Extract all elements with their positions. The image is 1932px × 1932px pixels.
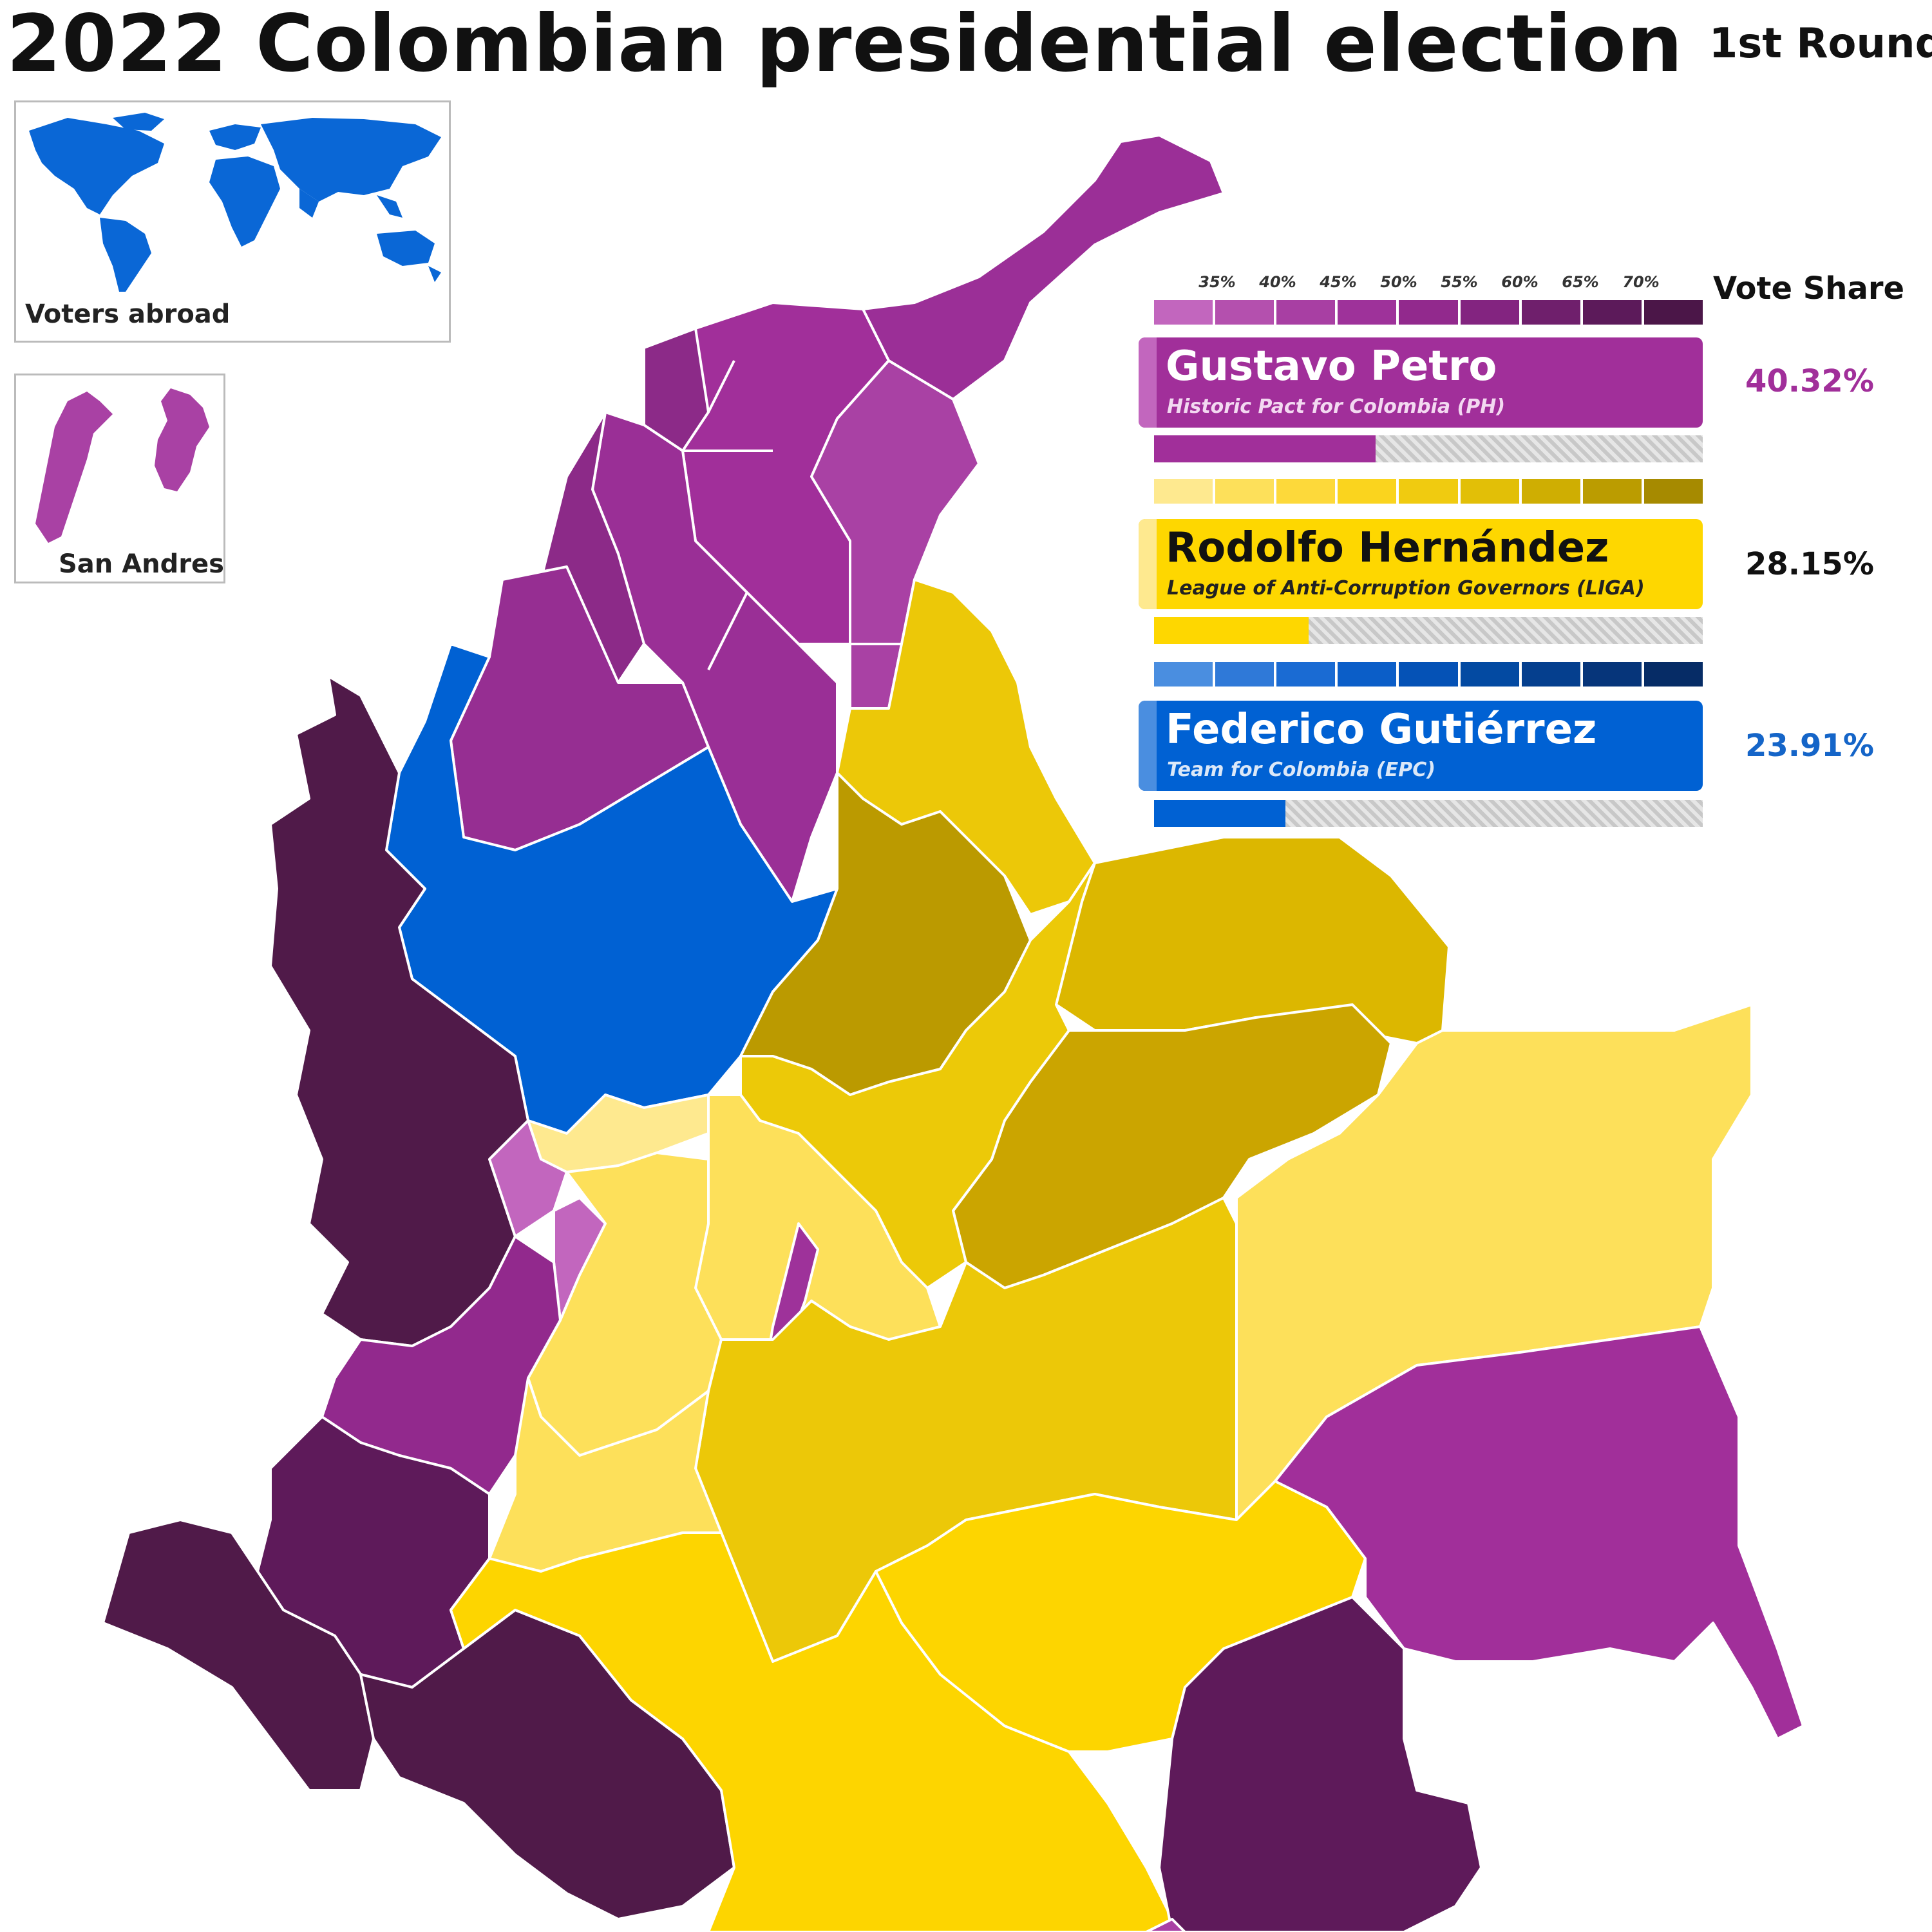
- region-caqueta: [450, 1531, 1173, 1932]
- hernandez-accent: [1139, 519, 1157, 609]
- legend-tick: 45%: [1320, 273, 1357, 291]
- region-vaupes: [1158, 1596, 1482, 1932]
- petro-vote-share: 40.32%: [1745, 363, 1874, 399]
- ramp-swatch: [1338, 662, 1397, 687]
- hernandez-color-ramp: [1154, 479, 1703, 504]
- legend-tick: 40%: [1259, 273, 1296, 291]
- hernandez-name: Rodolfo Hernández: [1166, 524, 1609, 572]
- legend-tick: 70%: [1622, 273, 1660, 291]
- ramp-swatch: [1154, 300, 1213, 325]
- legend-tick: 55%: [1441, 273, 1478, 291]
- gutierrez-share-bar: [1154, 800, 1703, 827]
- region-amazonas: [1145, 1918, 1186, 1932]
- legend-tick: 65%: [1562, 273, 1599, 291]
- hernandez-party: League of Anti-Corruption Governors (LIG…: [1167, 577, 1645, 600]
- ramp-swatch: [1399, 300, 1458, 325]
- ramp-swatch: [1521, 662, 1580, 687]
- region-arauca: [1055, 836, 1450, 1045]
- voters-abroad-label: Voters abroad: [25, 299, 231, 329]
- legend-tick: 35%: [1198, 273, 1236, 291]
- voters-abroad-inset: Voters abroad: [14, 100, 451, 343]
- ramp-swatch: [1276, 300, 1336, 325]
- petro-party: Historic Pact for Colombia (PH): [1167, 395, 1506, 418]
- gutierrez-share-bar-fill: [1154, 800, 1285, 827]
- gutierrez-name: Federico Gutiérrez: [1166, 706, 1597, 753]
- hernandez-vote-share: 28.15%: [1745, 546, 1874, 582]
- region-guainia: [1274, 1325, 1804, 1740]
- ramp-swatch: [1338, 300, 1397, 325]
- petro-accent: [1139, 337, 1157, 428]
- region-norte-santander: [836, 578, 1096, 916]
- ramp-swatch: [1154, 662, 1213, 687]
- ramp-swatch: [1643, 300, 1703, 325]
- gutierrez-candidate-box: Federico Gutiérrez Team for Colombia (EP…: [1139, 701, 1703, 791]
- san-andres-label: San Andres: [59, 549, 224, 579]
- legend-tick: 60%: [1501, 273, 1539, 291]
- ramp-swatch: [1276, 662, 1336, 687]
- ramp-swatch: [1215, 300, 1274, 325]
- hernandez-share-bar: [1154, 617, 1703, 644]
- ramp-swatch: [1460, 479, 1519, 504]
- ramp-swatch: [1582, 479, 1642, 504]
- petro-candidate-box: Gustavo Petro Historic Pact for Colombia…: [1139, 337, 1703, 428]
- san-andres-island-icon: [35, 388, 209, 543]
- ramp-swatch: [1460, 662, 1519, 687]
- ramp-swatch: [1276, 479, 1336, 504]
- hernandez-candidate-box: Rodolfo Hernández League of Anti-Corrupt…: [1139, 519, 1703, 609]
- gutierrez-party: Team for Colombia (EPC): [1167, 759, 1435, 781]
- san-andres-inset: San Andres: [14, 374, 225, 583]
- ramp-swatch: [1215, 479, 1274, 504]
- region-cesar: [810, 359, 980, 710]
- ramp-swatch: [1154, 479, 1213, 504]
- ramp-swatch: [1582, 300, 1642, 325]
- petro-name: Gustavo Petro: [1166, 343, 1497, 390]
- legend-title: Vote Share: [1713, 270, 1905, 307]
- petro-share-bar: [1154, 435, 1703, 462]
- legend-tick: 50%: [1380, 273, 1417, 291]
- ramp-swatch: [1643, 479, 1703, 504]
- gutierrez-color-ramp: [1154, 662, 1703, 687]
- ramp-swatch: [1460, 300, 1519, 325]
- region-la-guajira: [862, 134, 1225, 401]
- ramp-swatch: [1399, 662, 1458, 687]
- ramp-swatch: [1521, 300, 1580, 325]
- region-atlantico: [643, 327, 710, 452]
- petro-color-ramp: [1154, 300, 1703, 325]
- ramp-swatch: [1582, 662, 1642, 687]
- page-title: 2022 Colombian presidential election: [6, 0, 1683, 90]
- ramp-swatch: [1215, 662, 1274, 687]
- ramp-swatch: [1521, 479, 1580, 504]
- ramp-swatch: [1399, 479, 1458, 504]
- hernandez-share-bar-fill: [1154, 617, 1309, 644]
- ramp-swatch: [1338, 479, 1397, 504]
- page-subtitle: 1st Round: [1709, 19, 1932, 68]
- ramp-swatch: [1643, 662, 1703, 687]
- world-map-icon: [29, 113, 441, 292]
- gutierrez-accent: [1139, 701, 1157, 791]
- petro-share-bar-fill: [1154, 435, 1376, 462]
- gutierrez-vote-share: 23.91%: [1745, 728, 1874, 764]
- title-block: 2022 Colombian presidential election 1st…: [6, 0, 1932, 90]
